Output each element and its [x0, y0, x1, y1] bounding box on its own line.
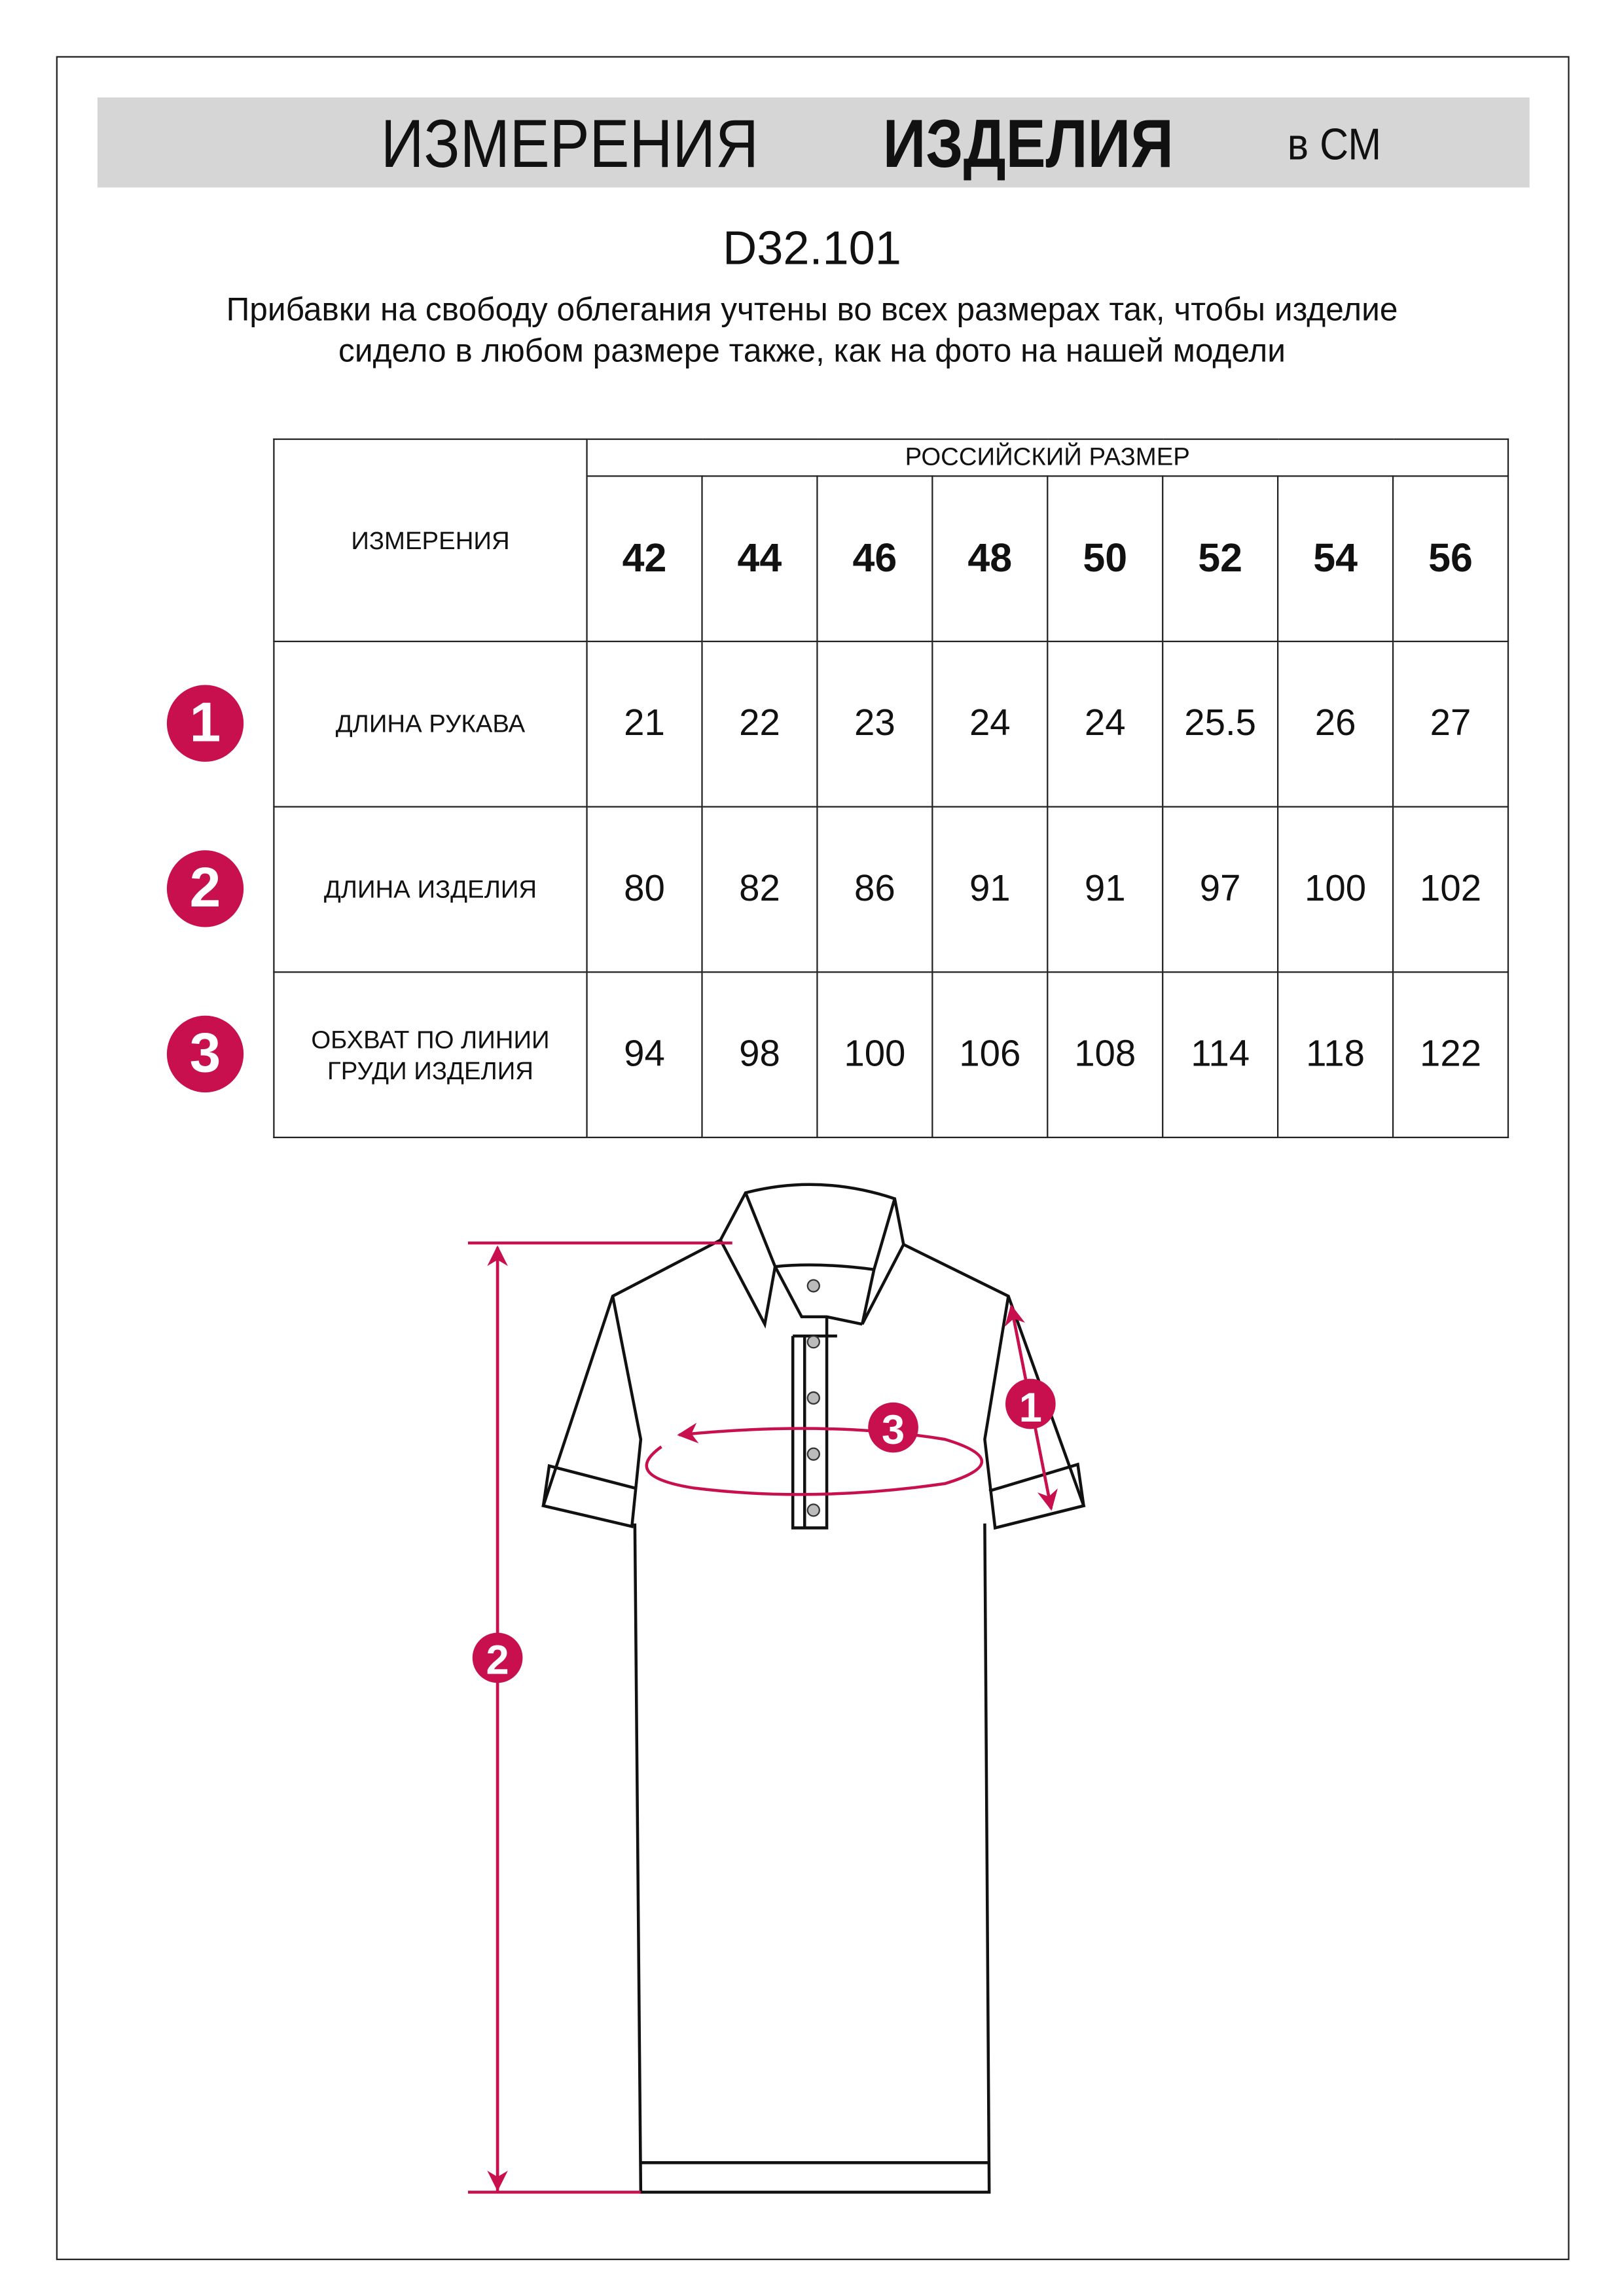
chest-arrow	[645, 1422, 984, 1496]
value-cell: 108	[1047, 971, 1164, 1138]
value-cell: 27	[1392, 640, 1509, 808]
article-code: D32.101	[723, 221, 901, 275]
marker-3: 3	[166, 1015, 244, 1093]
value-cell: 91	[931, 806, 1049, 973]
value-cell: 82	[701, 806, 818, 973]
table-row: ОБХВАТ ПО ЛИНИИ ГРУДИ ИЗДЕЛИЯ 94 98 100 106 1…	[273, 971, 1509, 1138]
diagram-marker-2: 2	[486, 1638, 509, 1683]
value-cell: 100	[1277, 806, 1394, 973]
size-header-cell: 46	[816, 475, 933, 643]
measure-header: ИЗМЕРЕНИЯ	[273, 438, 588, 643]
value-cell: 21	[586, 640, 703, 808]
table-row: ДЛИНА РУКАВА 21 22 23 24 24 25.5 26 27	[273, 640, 1509, 808]
value-cell: 122	[1392, 971, 1509, 1138]
size-header-cell: 50	[1047, 475, 1164, 643]
size-table: ИЗМЕРЕНИЯ РОССИЙСКИЙ РАЗМЕР 42 44 46 48 50 52…	[273, 438, 1509, 1138]
table-row: ДЛИНА ИЗДЕЛИЯ 80 82 86 91 91 97 100 102	[273, 806, 1509, 973]
row-label: ДЛИНА РУКАВА	[273, 640, 588, 808]
size-header-cell: 42	[586, 475, 703, 643]
page-frame	[56, 56, 1570, 2261]
size-header-cell: 54	[1277, 475, 1394, 643]
size-header-cell: 52	[1162, 475, 1279, 643]
value-cell: 97	[1162, 806, 1279, 973]
button-icons	[806, 1279, 820, 1517]
value-cell: 114	[1162, 971, 1279, 1138]
value-cell: 94	[586, 971, 703, 1138]
value-cell: 25.5	[1162, 640, 1279, 808]
marker-1: 1	[166, 685, 244, 762]
fit-note: Прибавки на свободу облегания учтены во …	[226, 291, 1398, 369]
marker-2: 2	[166, 850, 244, 927]
row-label: ОБХВАТ ПО ЛИНИИ ГРУДИ ИЗДЕЛИЯ	[273, 971, 588, 1138]
dress-outline	[541, 1183, 1086, 2194]
diagram-markers: 1 2 3	[472, 1378, 1056, 1683]
value-cell: 23	[816, 640, 933, 808]
size-header: РОССИЙСКИЙ РАЗМЕР	[586, 438, 1509, 477]
sizes-row: 42 44 46 48 50 52 54 56	[274, 475, 1509, 643]
value-cell: 118	[1277, 971, 1394, 1138]
value-cell: 80	[586, 806, 703, 973]
diagram-marker-3: 3	[882, 1407, 905, 1453]
row-label: ДЛИНА ИЗДЕЛИЯ	[273, 806, 588, 973]
value-cell: 106	[931, 971, 1049, 1138]
size-header-cell: 44	[701, 475, 818, 643]
value-cell: 24	[931, 640, 1049, 808]
diagram-marker-1: 1	[1019, 1385, 1042, 1431]
value-cell: 86	[816, 806, 933, 973]
title-bold: ИЗДЕЛИЯ	[882, 105, 1174, 182]
value-cell: 24	[1047, 640, 1164, 808]
value-cell: 98	[701, 971, 818, 1138]
size-header-cell: 56	[1392, 475, 1509, 643]
value-cell: 26	[1277, 640, 1394, 808]
value-cell: 102	[1392, 806, 1509, 973]
value-cell: 100	[816, 971, 933, 1138]
title-light: ИЗМЕРЕНИЯ	[380, 105, 759, 182]
value-cell: 22	[701, 640, 818, 808]
size-header-cell: 48	[931, 475, 1049, 643]
value-cell: 91	[1047, 806, 1164, 973]
header-bar	[97, 97, 1530, 188]
unit-label: в СМ	[1287, 120, 1382, 170]
